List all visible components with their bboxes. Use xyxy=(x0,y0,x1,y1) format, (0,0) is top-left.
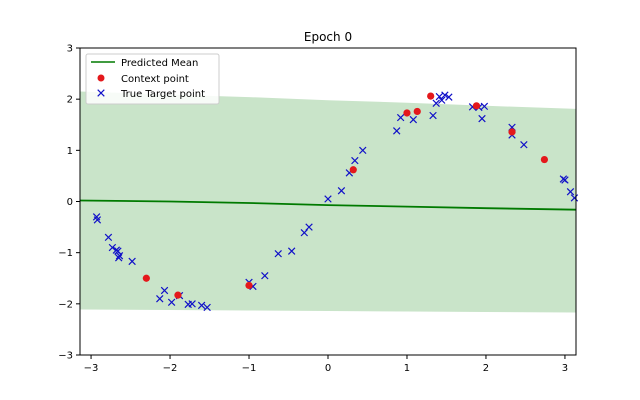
context-point xyxy=(508,128,516,136)
y-tick-label: 1 xyxy=(67,146,73,157)
y-tick-label: 3 xyxy=(67,44,73,55)
target-point xyxy=(300,228,309,237)
target-point xyxy=(429,111,437,120)
target-point xyxy=(337,187,346,195)
context-point xyxy=(413,107,421,116)
x-tick-label: −1 xyxy=(242,363,257,374)
legend-target-marker xyxy=(97,89,105,97)
target-point xyxy=(114,247,122,255)
target-point xyxy=(359,146,367,155)
target-point xyxy=(160,286,169,295)
target-point xyxy=(287,247,296,255)
x-tick-label: 1 xyxy=(404,363,410,374)
target-point xyxy=(445,93,453,101)
y-tick-label: −2 xyxy=(58,299,73,310)
context-point xyxy=(349,166,357,174)
target-point xyxy=(93,216,102,224)
confidence-band-area xyxy=(80,91,576,313)
legend-mean-label: Predicted Mean xyxy=(121,58,198,69)
x-axis: −3 −2 −1 0 1 2 3 xyxy=(84,355,568,374)
legend-context-label: Context point xyxy=(121,74,189,85)
target-point xyxy=(392,127,401,135)
y-tick-label: 2 xyxy=(67,95,73,106)
y-tick-label: −3 xyxy=(58,351,73,362)
target-point xyxy=(261,271,269,280)
target-point xyxy=(203,303,211,312)
context-point xyxy=(245,281,253,290)
target-point xyxy=(432,99,440,107)
x-tick-label: −2 xyxy=(163,363,178,374)
x-tick-label: −3 xyxy=(84,363,99,374)
target-point xyxy=(435,92,444,101)
x-tick-label: 2 xyxy=(483,363,489,374)
target-point xyxy=(156,294,164,303)
target-point xyxy=(305,223,313,231)
context-point xyxy=(427,92,435,100)
target-point xyxy=(188,300,196,308)
context-point xyxy=(403,109,411,117)
legend-target-label: True Target point xyxy=(120,89,205,100)
target-point xyxy=(396,113,405,122)
target-point xyxy=(351,156,359,165)
target-point xyxy=(566,188,575,196)
target-point xyxy=(167,298,176,307)
target-point xyxy=(128,257,136,266)
x-tick-label: 3 xyxy=(562,363,568,374)
y-tick-label: 0 xyxy=(67,197,73,208)
y-tick-label: −1 xyxy=(58,248,73,259)
predicted-mean-line xyxy=(79,199,577,211)
context-point xyxy=(540,155,549,164)
target-point xyxy=(438,96,446,104)
predicted-mean-series xyxy=(79,199,577,211)
context-point xyxy=(472,102,481,110)
confidence-band xyxy=(80,91,576,313)
context-point xyxy=(142,274,150,282)
target-point xyxy=(197,301,206,310)
target-point xyxy=(441,91,449,99)
x-tick-label: 0 xyxy=(325,363,331,374)
target-point xyxy=(570,194,579,202)
target-point xyxy=(480,102,489,111)
context-point xyxy=(174,291,182,299)
target-point xyxy=(108,243,117,252)
target-point xyxy=(520,140,528,149)
legend: Predicted Mean Context point True Target… xyxy=(85,53,220,105)
target-point xyxy=(409,115,418,124)
target-point xyxy=(478,114,486,123)
target-point xyxy=(561,176,569,184)
target-point xyxy=(115,252,124,260)
target-point xyxy=(274,249,282,258)
target-point xyxy=(114,254,123,262)
legend-box xyxy=(85,53,220,105)
target-point xyxy=(324,195,332,203)
legend-target-swatch xyxy=(97,89,105,97)
target-point xyxy=(104,233,113,242)
legend-context-swatch xyxy=(97,74,105,82)
y-axis: −3 −2 −1 0 1 2 3 xyxy=(58,44,80,362)
context-points-series xyxy=(142,92,549,299)
chart-title: Epoch 0 xyxy=(304,30,352,44)
